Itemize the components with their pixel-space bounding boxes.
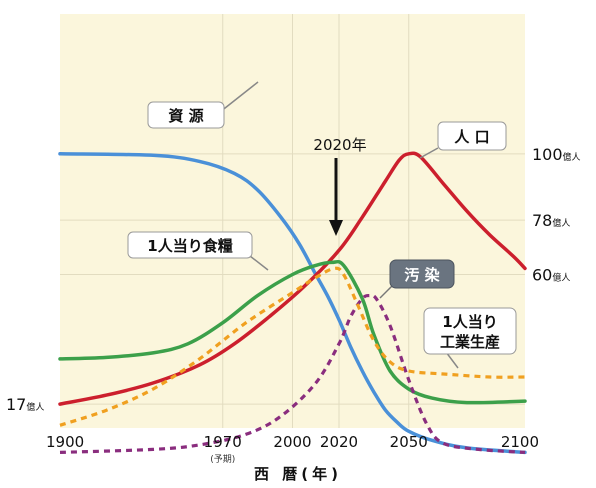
y-label-78-value: 78 [532, 211, 552, 230]
x-tick-1970-sublabel: (予期) [210, 454, 235, 465]
y-label-78-unit: 億人 [552, 217, 570, 229]
marker-2020-arrow-head [329, 220, 343, 236]
marker-2020: 2020年 [313, 136, 367, 236]
series-line-industry [59, 266, 526, 427]
y-label-100: 100億人 [532, 145, 581, 164]
annotation-pollution-box [389, 259, 455, 289]
annotation-industry: 1人当り 工業生産 [423, 307, 517, 369]
annotation-resource-label: 資 源 [168, 107, 203, 125]
annotation-pollution-label: 汚 染 [404, 266, 440, 284]
series-lines [58, 151, 527, 455]
series-line-pollution [59, 293, 526, 454]
x-axis-title: 西 暦(年) [254, 465, 342, 483]
annotation-industry-leader [445, 351, 459, 369]
annotation-industry-box [423, 307, 517, 355]
y-label-17-value: 17 [6, 395, 26, 414]
x-tick-2050: 2050 [390, 433, 428, 451]
series-line-population [58, 151, 527, 406]
y-label-17-unit: 億人 [26, 401, 44, 413]
y-label-100-unit: 億人 [563, 151, 581, 163]
x-tick-2020: 2020 [320, 433, 358, 451]
y-label-78: 78億人 [532, 211, 570, 230]
y-label-60: 60億人 [532, 265, 570, 284]
annotation-food-box [127, 231, 253, 259]
annotation-population-leader [419, 147, 439, 159]
annotation-industry-label-line2: 工業生産 [440, 333, 500, 351]
annotation-food-leader [249, 255, 269, 271]
marker-2020-label: 2020年 [313, 136, 366, 154]
annotation-resource: 資 源 [147, 81, 259, 129]
annotation-population-label: 人 口 [454, 128, 489, 146]
x-tick-1900: 1900 [46, 433, 84, 451]
y-label-17: 17億人 [6, 395, 44, 414]
series-line-resource [58, 152, 527, 455]
y-label-100-value: 100 [532, 145, 563, 164]
y-label-60-unit: 億人 [552, 271, 570, 283]
x-tick-2100: 2100 [501, 433, 539, 451]
annotation-population-box [437, 121, 507, 151]
annotation-industry-label-line1: 1人当り [442, 313, 497, 331]
annotation-resource-box [147, 101, 225, 129]
y-label-60-value: 60 [532, 265, 552, 284]
x-tick-2000: 2000 [273, 433, 311, 451]
annotation-food-label: 1人当り食糧 [147, 237, 232, 255]
annotation-resource-leader [219, 81, 259, 113]
x-axis-ticks: 1900 1970 (予期) 2000 2020 2050 2100 [46, 433, 539, 465]
annotation-food: 1人当り食糧 [127, 231, 269, 271]
annotation-pollution: 汚 染 [379, 259, 455, 299]
x-tick-1970: 1970 [204, 433, 242, 451]
annotation-population: 人 口 [419, 121, 507, 159]
